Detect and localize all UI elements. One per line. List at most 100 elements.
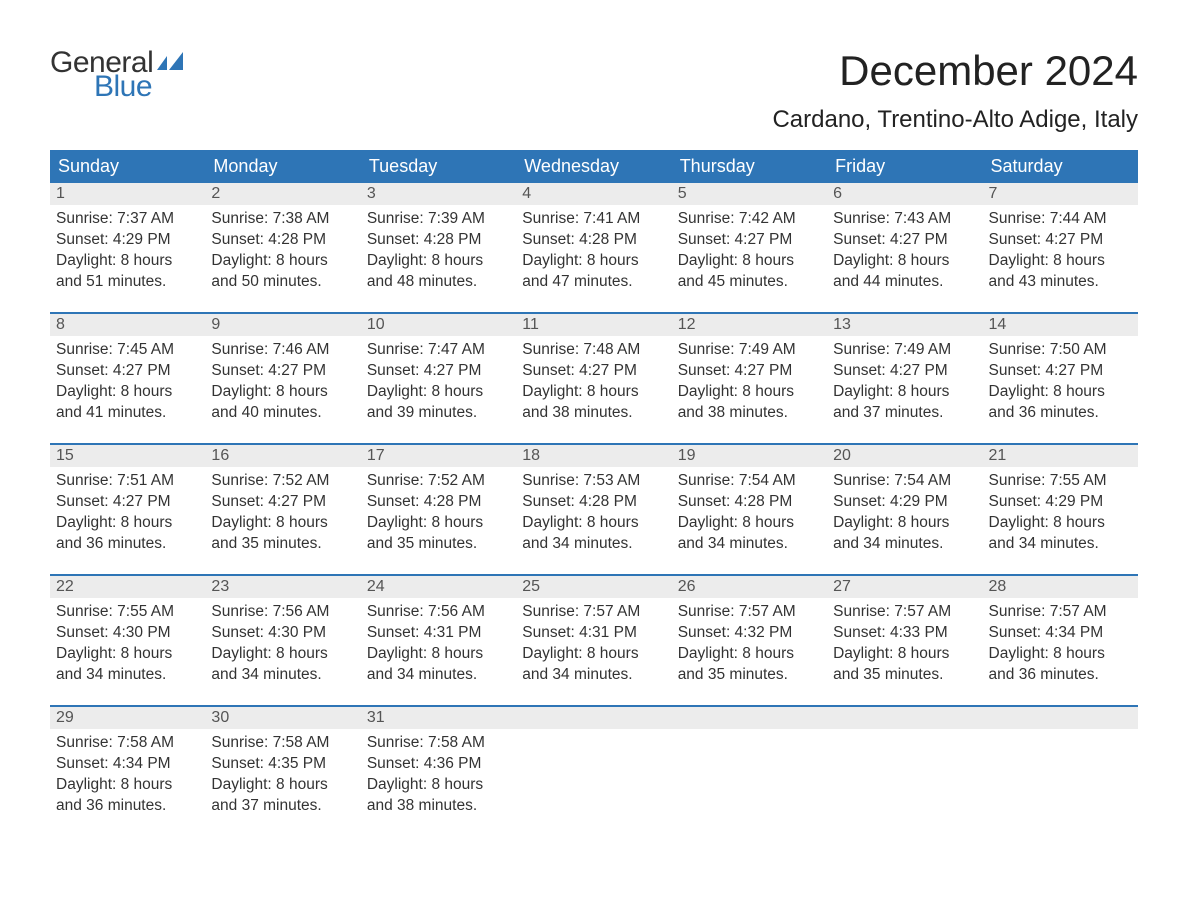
sunrise-text: Sunrise: 7:58 AM xyxy=(211,733,354,754)
sunrise-text: Sunrise: 7:41 AM xyxy=(522,209,665,230)
sunrise-text: Sunrise: 7:52 AM xyxy=(211,471,354,492)
day-details: Sunrise: 7:54 AMSunset: 4:29 PMDaylight:… xyxy=(827,467,982,565)
daylight-line2: and 44 minutes. xyxy=(833,272,976,293)
sunset-text: Sunset: 4:32 PM xyxy=(678,623,821,644)
sunset-text: Sunset: 4:28 PM xyxy=(678,492,821,513)
day-number: 23 xyxy=(205,576,360,598)
calendar-day-cell: 19Sunrise: 7:54 AMSunset: 4:28 PMDayligh… xyxy=(672,445,827,575)
sunrise-text: Sunrise: 7:57 AM xyxy=(678,602,821,623)
sunset-text: Sunset: 4:27 PM xyxy=(56,361,199,382)
day-number: 31 xyxy=(361,707,516,729)
day-header: Tuesday xyxy=(361,150,516,183)
day-details: Sunrise: 7:45 AMSunset: 4:27 PMDaylight:… xyxy=(50,336,205,434)
calendar-day-cell: 15Sunrise: 7:51 AMSunset: 4:27 PMDayligh… xyxy=(50,445,205,575)
day-number: 13 xyxy=(827,314,982,336)
day-details: Sunrise: 7:57 AMSunset: 4:33 PMDaylight:… xyxy=(827,598,982,696)
sunset-text: Sunset: 4:28 PM xyxy=(522,492,665,513)
daylight-line1: Daylight: 8 hours xyxy=(678,251,821,272)
day-number xyxy=(672,707,827,729)
day-number: 20 xyxy=(827,445,982,467)
daylight-line2: and 35 minutes. xyxy=(833,665,976,686)
calendar-day-cell: 9Sunrise: 7:46 AMSunset: 4:27 PMDaylight… xyxy=(205,314,360,444)
day-details: Sunrise: 7:52 AMSunset: 4:28 PMDaylight:… xyxy=(361,467,516,565)
sunset-text: Sunset: 4:28 PM xyxy=(367,230,510,251)
day-number: 28 xyxy=(983,576,1138,598)
calendar-day-cell: 23Sunrise: 7:56 AMSunset: 4:30 PMDayligh… xyxy=(205,576,360,706)
day-details: Sunrise: 7:56 AMSunset: 4:30 PMDaylight:… xyxy=(205,598,360,696)
day-details: Sunrise: 7:51 AMSunset: 4:27 PMDaylight:… xyxy=(50,467,205,565)
brand-word-2: Blue xyxy=(94,72,187,102)
day-number: 29 xyxy=(50,707,205,729)
calendar-day-cell: 16Sunrise: 7:52 AMSunset: 4:27 PMDayligh… xyxy=(205,445,360,575)
calendar-day-cell xyxy=(516,707,671,837)
day-header: Friday xyxy=(827,150,982,183)
calendar-day-cell xyxy=(672,707,827,837)
month-title: December 2024 xyxy=(772,48,1138,94)
page-header: General Blue December 2024 Cardano, Tren… xyxy=(50,48,1138,134)
daylight-line1: Daylight: 8 hours xyxy=(367,644,510,665)
day-number: 9 xyxy=(205,314,360,336)
daylight-line2: and 34 minutes. xyxy=(367,665,510,686)
calendar-day-cell: 28Sunrise: 7:57 AMSunset: 4:34 PMDayligh… xyxy=(983,576,1138,706)
sunset-text: Sunset: 4:31 PM xyxy=(367,623,510,644)
sunset-text: Sunset: 4:31 PM xyxy=(522,623,665,644)
sunset-text: Sunset: 4:27 PM xyxy=(211,361,354,382)
sunrise-text: Sunrise: 7:37 AM xyxy=(56,209,199,230)
daylight-line2: and 34 minutes. xyxy=(678,534,821,555)
day-details: Sunrise: 7:43 AMSunset: 4:27 PMDaylight:… xyxy=(827,205,982,303)
sunset-text: Sunset: 4:34 PM xyxy=(989,623,1132,644)
daylight-line2: and 36 minutes. xyxy=(56,796,199,817)
calendar-day-cell: 5Sunrise: 7:42 AMSunset: 4:27 PMDaylight… xyxy=(672,183,827,313)
day-details: Sunrise: 7:55 AMSunset: 4:29 PMDaylight:… xyxy=(983,467,1138,565)
daylight-line1: Daylight: 8 hours xyxy=(678,382,821,403)
daylight-line2: and 50 minutes. xyxy=(211,272,354,293)
calendar-day-cell: 2Sunrise: 7:38 AMSunset: 4:28 PMDaylight… xyxy=(205,183,360,313)
calendar-day-cell: 4Sunrise: 7:41 AMSunset: 4:28 PMDaylight… xyxy=(516,183,671,313)
daylight-line2: and 36 minutes. xyxy=(989,665,1132,686)
daylight-line2: and 34 minutes. xyxy=(211,665,354,686)
daylight-line1: Daylight: 8 hours xyxy=(989,513,1132,534)
sunrise-text: Sunrise: 7:45 AM xyxy=(56,340,199,361)
sunrise-text: Sunrise: 7:48 AM xyxy=(522,340,665,361)
calendar-day-cell: 29Sunrise: 7:58 AMSunset: 4:34 PMDayligh… xyxy=(50,707,205,837)
sunset-text: Sunset: 4:33 PM xyxy=(833,623,976,644)
calendar-day-cell: 3Sunrise: 7:39 AMSunset: 4:28 PMDaylight… xyxy=(361,183,516,313)
day-number: 25 xyxy=(516,576,671,598)
daylight-line1: Daylight: 8 hours xyxy=(833,513,976,534)
sunrise-text: Sunrise: 7:58 AM xyxy=(367,733,510,754)
daylight-line2: and 38 minutes. xyxy=(678,403,821,424)
daylight-line1: Daylight: 8 hours xyxy=(833,251,976,272)
daylight-line2: and 34 minutes. xyxy=(522,665,665,686)
daylight-line1: Daylight: 8 hours xyxy=(989,251,1132,272)
day-header: Sunday xyxy=(50,150,205,183)
daylight-line1: Daylight: 8 hours xyxy=(211,382,354,403)
sunrise-text: Sunrise: 7:58 AM xyxy=(56,733,199,754)
sunset-text: Sunset: 4:29 PM xyxy=(56,230,199,251)
sunset-text: Sunset: 4:27 PM xyxy=(56,492,199,513)
sunset-text: Sunset: 4:27 PM xyxy=(678,230,821,251)
day-number: 16 xyxy=(205,445,360,467)
sunrise-text: Sunrise: 7:39 AM xyxy=(367,209,510,230)
day-number: 7 xyxy=(983,183,1138,205)
sunset-text: Sunset: 4:27 PM xyxy=(833,361,976,382)
daylight-line1: Daylight: 8 hours xyxy=(211,775,354,796)
calendar-table: Sunday Monday Tuesday Wednesday Thursday… xyxy=(50,150,1138,837)
sunset-text: Sunset: 4:28 PM xyxy=(367,492,510,513)
daylight-line1: Daylight: 8 hours xyxy=(833,644,976,665)
day-details: Sunrise: 7:57 AMSunset: 4:31 PMDaylight:… xyxy=(516,598,671,696)
day-number: 12 xyxy=(672,314,827,336)
daylight-line2: and 34 minutes. xyxy=(522,534,665,555)
sunrise-text: Sunrise: 7:50 AM xyxy=(989,340,1132,361)
sunset-text: Sunset: 4:28 PM xyxy=(522,230,665,251)
sunset-text: Sunset: 4:27 PM xyxy=(522,361,665,382)
day-details: Sunrise: 7:58 AMSunset: 4:34 PMDaylight:… xyxy=(50,729,205,827)
daylight-line2: and 38 minutes. xyxy=(522,403,665,424)
day-number: 1 xyxy=(50,183,205,205)
sunset-text: Sunset: 4:28 PM xyxy=(211,230,354,251)
sunset-text: Sunset: 4:27 PM xyxy=(211,492,354,513)
daylight-line1: Daylight: 8 hours xyxy=(56,382,199,403)
calendar-day-cell: 1Sunrise: 7:37 AMSunset: 4:29 PMDaylight… xyxy=(50,183,205,313)
day-details: Sunrise: 7:56 AMSunset: 4:31 PMDaylight:… xyxy=(361,598,516,696)
calendar-day-cell: 13Sunrise: 7:49 AMSunset: 4:27 PMDayligh… xyxy=(827,314,982,444)
day-details: Sunrise: 7:57 AMSunset: 4:34 PMDaylight:… xyxy=(983,598,1138,696)
